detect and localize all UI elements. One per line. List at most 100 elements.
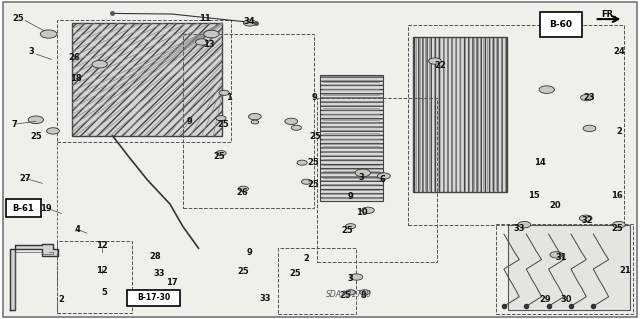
- Circle shape: [579, 215, 592, 221]
- Text: 10: 10: [356, 208, 367, 217]
- Text: 25: 25: [13, 14, 24, 23]
- Text: 25: 25: [308, 158, 319, 167]
- Circle shape: [219, 90, 229, 95]
- Text: 14: 14: [534, 158, 546, 167]
- Circle shape: [251, 120, 259, 124]
- Text: 33: 33: [260, 294, 271, 303]
- Circle shape: [47, 128, 60, 134]
- Bar: [278, 249, 356, 314]
- Bar: [317, 98, 437, 262]
- Bar: [408, 25, 624, 225]
- Text: 25: 25: [611, 224, 623, 233]
- Text: 3: 3: [28, 47, 34, 56]
- Text: 4: 4: [74, 225, 80, 234]
- Text: 13: 13: [203, 40, 214, 49]
- Text: B-61: B-61: [13, 204, 35, 212]
- Circle shape: [518, 221, 531, 228]
- Text: 20: 20: [549, 201, 561, 210]
- Text: 21: 21: [620, 265, 631, 275]
- Circle shape: [583, 125, 596, 131]
- Text: 22: 22: [434, 61, 446, 70]
- Circle shape: [291, 125, 301, 130]
- Text: 3: 3: [358, 174, 364, 182]
- Text: 1: 1: [227, 93, 232, 102]
- Circle shape: [539, 86, 554, 93]
- Circle shape: [195, 39, 208, 45]
- Bar: [127, 290, 179, 306]
- Text: 32: 32: [581, 216, 593, 225]
- Text: SDAAB1720: SDAAB1720: [326, 290, 372, 299]
- Text: 25: 25: [340, 291, 351, 300]
- Text: 25: 25: [31, 132, 42, 141]
- Text: 6: 6: [380, 175, 385, 184]
- Text: 2: 2: [58, 295, 64, 304]
- Text: 18: 18: [70, 74, 82, 83]
- Text: 25: 25: [217, 120, 229, 129]
- Text: 31: 31: [556, 253, 567, 262]
- Circle shape: [350, 274, 363, 280]
- Text: FR.: FR.: [601, 10, 616, 19]
- Text: 25: 25: [237, 267, 249, 276]
- Text: 30: 30: [560, 295, 572, 304]
- Text: 9: 9: [247, 248, 253, 257]
- Text: 25: 25: [309, 132, 321, 141]
- Bar: [320, 75, 383, 201]
- Text: 9: 9: [312, 93, 318, 102]
- Text: 9: 9: [348, 192, 353, 202]
- Circle shape: [204, 30, 219, 38]
- Text: 2: 2: [616, 127, 622, 136]
- Text: B-60: B-60: [550, 20, 573, 29]
- Circle shape: [238, 186, 248, 191]
- Text: 3: 3: [348, 274, 353, 283]
- Bar: [495, 224, 633, 314]
- Circle shape: [301, 179, 312, 184]
- Text: 11: 11: [199, 14, 211, 23]
- Text: 7: 7: [12, 120, 18, 129]
- Text: 24: 24: [613, 47, 625, 56]
- Circle shape: [346, 290, 356, 295]
- Circle shape: [580, 94, 593, 101]
- Circle shape: [243, 20, 256, 26]
- Text: B-17-30: B-17-30: [137, 293, 170, 302]
- Bar: [182, 34, 314, 208]
- Circle shape: [40, 30, 57, 38]
- Circle shape: [429, 58, 442, 64]
- Bar: [540, 12, 582, 37]
- Text: 33: 33: [154, 269, 165, 278]
- Circle shape: [285, 118, 298, 124]
- Circle shape: [216, 151, 226, 156]
- Text: 15: 15: [528, 190, 540, 200]
- Text: 25: 25: [213, 152, 225, 161]
- Text: 2: 2: [303, 254, 309, 263]
- Circle shape: [360, 290, 370, 295]
- Bar: [72, 23, 222, 136]
- Text: 25: 25: [308, 181, 319, 189]
- Text: 28: 28: [149, 252, 161, 261]
- Circle shape: [612, 221, 625, 228]
- Polygon shape: [10, 244, 58, 310]
- Circle shape: [248, 114, 261, 120]
- Circle shape: [378, 173, 390, 179]
- Text: 26: 26: [236, 188, 248, 197]
- Circle shape: [355, 169, 371, 177]
- Text: 34: 34: [244, 17, 255, 26]
- Text: 16: 16: [611, 190, 623, 200]
- Circle shape: [216, 116, 226, 121]
- Text: 26: 26: [68, 53, 80, 62]
- Text: 9: 9: [186, 117, 192, 126]
- Circle shape: [362, 207, 374, 213]
- Bar: [413, 37, 507, 192]
- Bar: [57, 241, 132, 313]
- Text: 19: 19: [40, 204, 51, 213]
- Text: 5: 5: [101, 288, 107, 297]
- Text: 8: 8: [360, 291, 366, 300]
- Text: 12: 12: [96, 266, 108, 275]
- Circle shape: [346, 224, 356, 229]
- Text: 25: 25: [341, 226, 353, 234]
- Circle shape: [297, 160, 307, 165]
- Bar: [6, 199, 41, 217]
- Text: 27: 27: [19, 174, 31, 183]
- Text: 23: 23: [584, 93, 595, 102]
- Circle shape: [92, 60, 108, 68]
- Text: 17: 17: [166, 278, 178, 287]
